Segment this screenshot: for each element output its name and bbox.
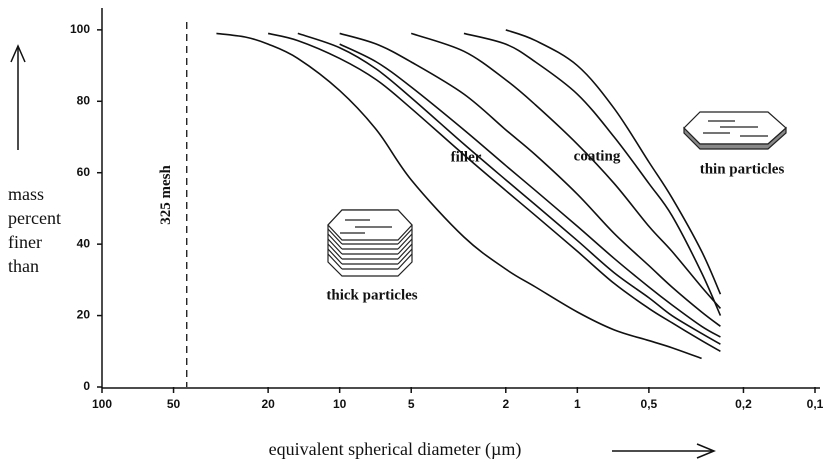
y-tick-label: 40 xyxy=(77,236,91,250)
x-tick-label: 0,2 xyxy=(735,397,752,411)
x-tick-label: 0,5 xyxy=(641,397,658,411)
x-arrow-head xyxy=(696,443,716,459)
annotation: thick particles xyxy=(326,287,417,303)
x-tick-label: 20 xyxy=(261,397,275,411)
x-axis-label: equivalent spherical diameter (µm) xyxy=(269,439,522,460)
mesh-label: 325 mesh xyxy=(158,165,174,225)
curve xyxy=(410,32,722,309)
y-tick-label: 20 xyxy=(77,308,91,322)
y-tick-label: 0 xyxy=(83,379,90,393)
y-tick-label: 80 xyxy=(77,93,91,107)
x-tick-label: 50 xyxy=(167,397,181,411)
curve xyxy=(339,32,721,327)
curve xyxy=(216,32,702,360)
x-tick-label: 0,1 xyxy=(807,397,824,411)
annotation: thin particles xyxy=(700,161,785,177)
curve xyxy=(505,29,722,295)
y-axis-label: than xyxy=(8,256,39,276)
thick-particle-icon xyxy=(327,209,413,277)
curve xyxy=(463,32,722,316)
x-tick-label: 100 xyxy=(92,397,112,411)
y-tick-label: 60 xyxy=(77,165,91,179)
y-axis-label: percent xyxy=(8,208,61,228)
x-tick-label: 1 xyxy=(574,397,581,411)
curve xyxy=(267,32,721,352)
y-arrow-head xyxy=(10,44,26,63)
thin-particle-icon xyxy=(683,111,787,150)
y-tick-label: 100 xyxy=(70,22,90,36)
y-axis-label: mass xyxy=(8,184,44,204)
curve xyxy=(297,32,721,345)
y-axis-label: finer xyxy=(8,232,42,252)
x-tick-label: 10 xyxy=(333,397,347,411)
x-tick-label: 5 xyxy=(408,397,415,411)
annotation: coating xyxy=(574,148,621,164)
curve xyxy=(339,43,721,338)
x-tick-label: 2 xyxy=(502,397,509,411)
